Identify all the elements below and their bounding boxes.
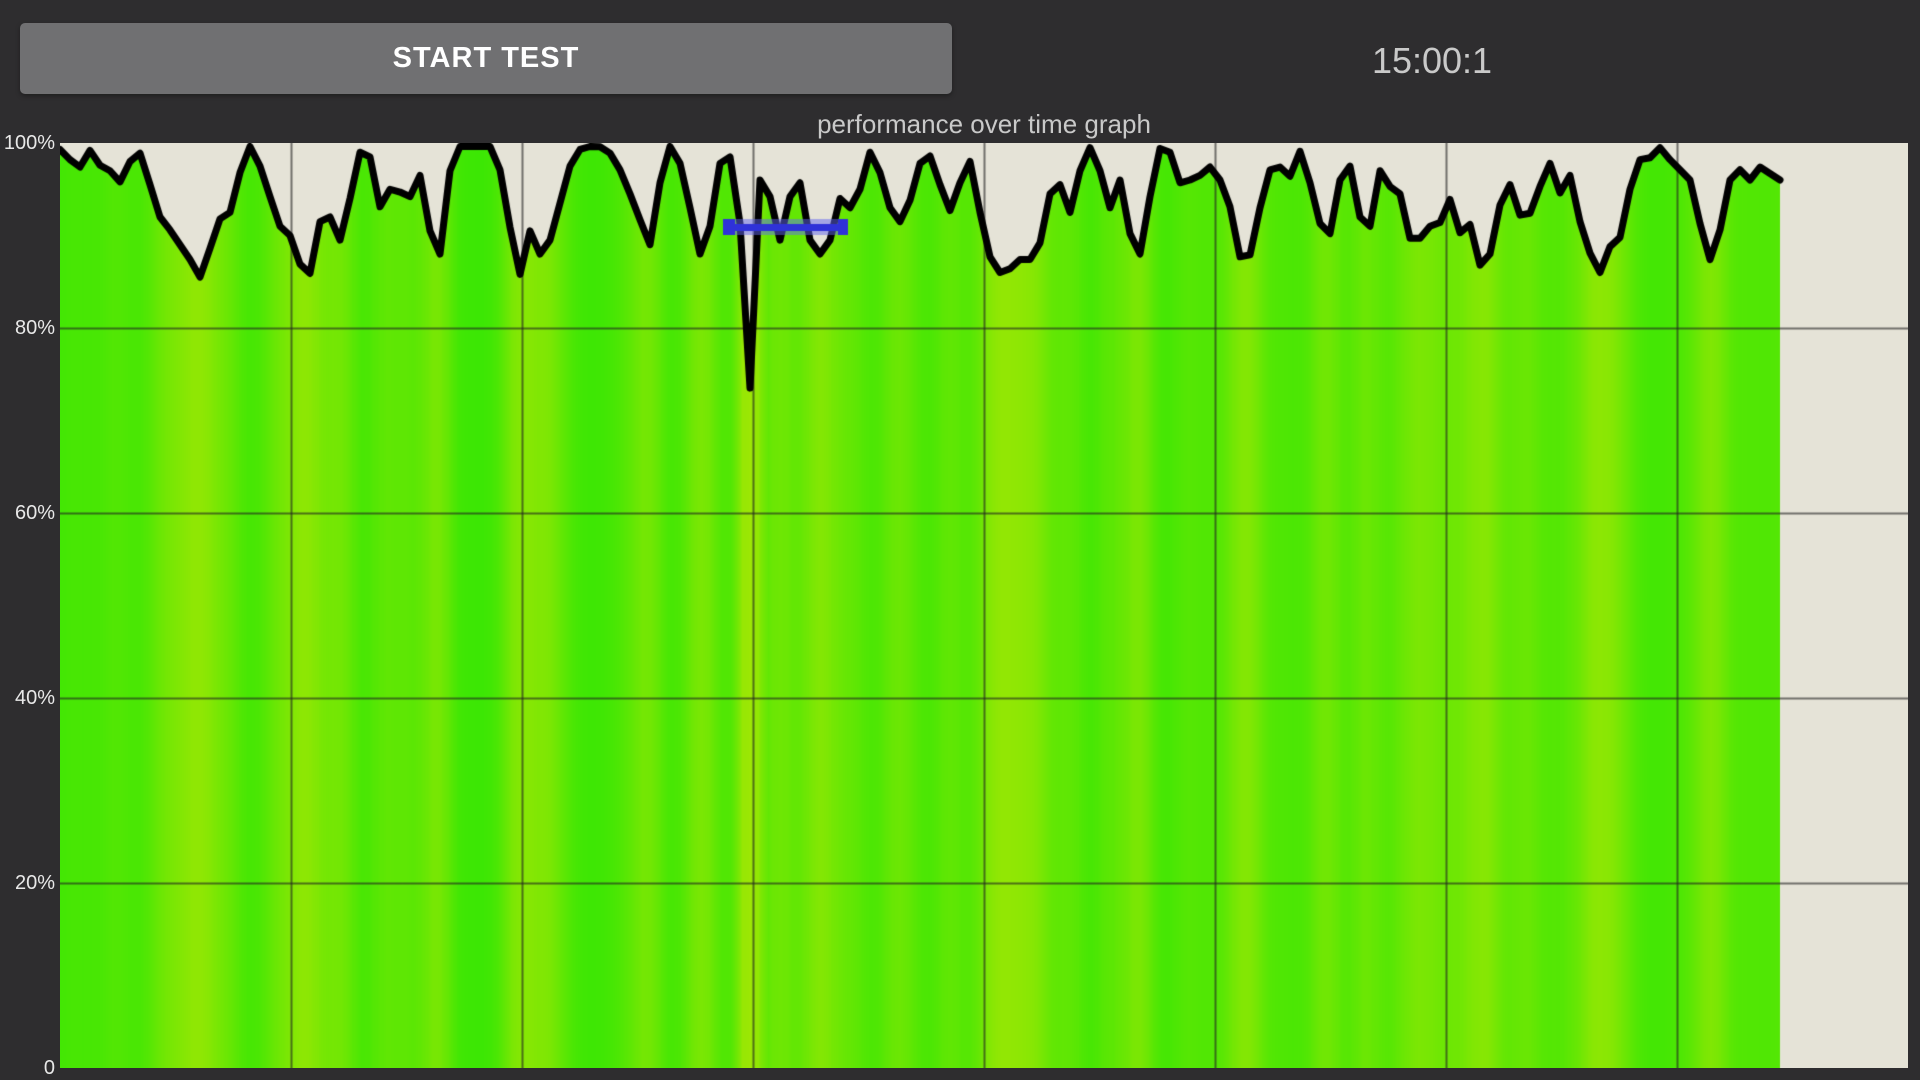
y-axis-label: 80% (14, 317, 55, 339)
start-test-button[interactable]: START TEST (20, 23, 952, 94)
y-axis-label: 40% (14, 687, 55, 709)
chart-title: performance over time graph (817, 109, 1151, 139)
y-axis-label: 100% (3, 132, 55, 154)
y-axis-label: 0 (43, 1057, 55, 1079)
y-axis-label: 60% (14, 502, 55, 524)
timer-text: 15:00:1 (1371, 40, 1493, 81)
y-axis-label: 20% (14, 872, 55, 894)
performance-chart (60, 143, 1908, 1068)
